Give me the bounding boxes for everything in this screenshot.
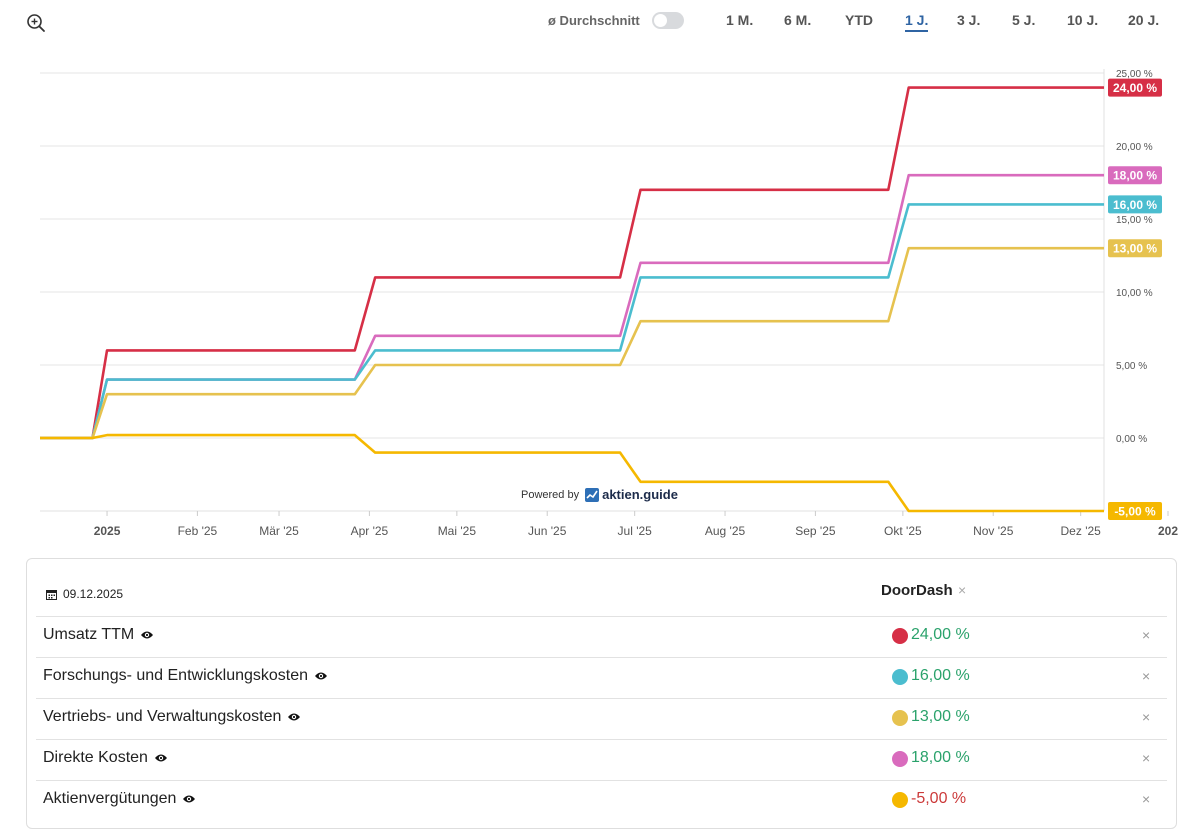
- remove-row-icon[interactable]: ×: [1142, 668, 1151, 684]
- row-label: Vertriebs- und Verwaltungskosten: [43, 708, 301, 726]
- y-tick-label: 25,00 %: [1116, 69, 1153, 80]
- table-date: 09.12.2025: [46, 587, 123, 601]
- y-tick-label: 10,00 %: [1116, 288, 1153, 299]
- x-tick-label: Feb '25: [178, 524, 218, 538]
- series-end-label-bg: [1108, 502, 1162, 520]
- row-label: Forschungs- und Entwicklungskosten: [43, 667, 328, 685]
- series-end-label-bg: [1108, 166, 1162, 185]
- powered-by-text: Powered by: [521, 488, 580, 501]
- row-label-text: Vertriebs- und Verwaltungskosten: [43, 708, 282, 725]
- series-end-label-bg: [1108, 239, 1162, 258]
- row-value: -5,00 %: [911, 790, 967, 807]
- y-tick-label: 20,00 %: [1116, 142, 1153, 153]
- y-tick-label: 15,00 %: [1116, 215, 1153, 226]
- x-tick-label: 202: [1158, 524, 1178, 538]
- row-label: Aktienvergütungen: [43, 790, 196, 808]
- y-tick-label: 0,00 %: [1116, 434, 1147, 445]
- eye-icon[interactable]: [140, 630, 154, 640]
- series-end-label: 24,00 %: [1113, 81, 1157, 95]
- row-value: 13,00 %: [911, 708, 970, 725]
- x-tick-label: Aug '25: [705, 524, 746, 538]
- remove-row-icon[interactable]: ×: [1142, 791, 1151, 807]
- series-end-label-bg: [1108, 195, 1162, 214]
- row-label-text: Umsatz TTM: [43, 626, 135, 643]
- toggle-knob: [653, 13, 667, 27]
- table-header: 09.12.2025 DoorDash ×: [36, 559, 1167, 617]
- range-tab[interactable]: 20 J.: [1128, 12, 1160, 28]
- x-tick-label: Jul '25: [618, 524, 653, 538]
- remove-row-icon[interactable]: ×: [1142, 627, 1151, 643]
- series-end-label: 18,00 %: [1113, 169, 1157, 183]
- eye-icon[interactable]: [154, 753, 168, 763]
- row-label: Direkte Kosten: [43, 749, 168, 767]
- x-tick-label: Dez '25: [1061, 524, 1102, 538]
- x-tick-label: Okt '25: [884, 524, 922, 538]
- powered-by-brand[interactable]: aktien.guide: [602, 487, 678, 502]
- eye-icon[interactable]: [287, 712, 301, 722]
- x-tick-label: Mär '25: [259, 524, 299, 538]
- range-tab[interactable]: 1 J.: [905, 12, 929, 32]
- x-tick-label: Jun '25: [528, 524, 567, 538]
- calendar-icon: [46, 589, 57, 600]
- series-line: [40, 203, 1104, 440]
- table-row: Aktienvergütungen -5,00 % ×: [36, 780, 1167, 821]
- x-tick-label: Nov '25: [973, 524, 1014, 538]
- x-tick-label: Apr '25: [351, 524, 389, 538]
- row-value: 24,00 %: [911, 626, 970, 643]
- table-row: Umsatz TTM 24,00 % ×: [36, 616, 1167, 658]
- series-line: [40, 246, 1104, 440]
- series-line: [40, 86, 1104, 440]
- table-row: Direkte Kosten 18,00 % ×: [36, 739, 1167, 781]
- series-line: [40, 433, 1104, 513]
- aktien-guide-logo-icon: [585, 487, 600, 502]
- series-color-dot: [892, 751, 908, 767]
- zoom-in-icon[interactable]: [26, 13, 46, 33]
- line-chart: 25,00 % 20,00 % 15,00 % 10,00 % 5,00 % 0,00 %…: [40, 69, 1178, 538]
- eye-icon[interactable]: [314, 671, 328, 681]
- average-toggle[interactable]: [651, 11, 684, 29]
- powered-by: Powered by aktien.guide: [521, 487, 678, 502]
- range-tab[interactable]: 3 J.: [957, 12, 981, 28]
- remove-company-icon[interactable]: ×: [958, 582, 967, 598]
- values-table: 09.12.2025 DoorDash × Umsatz TTM 24,00 % ×…: [26, 558, 1177, 829]
- row-label-text: Direkte Kosten: [43, 749, 148, 766]
- y-tick-label: 5,00 %: [1116, 361, 1147, 372]
- range-tab[interactable]: 5 J.: [1012, 12, 1036, 28]
- series-color-dot: [892, 710, 908, 726]
- series-end-label-bg: [1108, 78, 1162, 97]
- row-value: 16,00 %: [911, 667, 970, 684]
- row-label: Umsatz TTM: [43, 626, 154, 644]
- series-line: [40, 173, 1104, 440]
- row-label-text: Aktienvergütungen: [43, 790, 177, 807]
- row-value: 18,00 %: [911, 749, 970, 766]
- series-color-dot: [892, 669, 908, 685]
- date-text: 09.12.2025: [63, 587, 124, 601]
- table-row: Vertriebs- und Verwaltungskosten 13,00 % ×: [36, 698, 1167, 740]
- range-tab[interactable]: 10 J.: [1067, 12, 1099, 28]
- range-tab[interactable]: 6 M.: [784, 12, 812, 28]
- range-tab[interactable]: YTD: [845, 12, 873, 28]
- x-tick-label: 2025: [94, 524, 121, 538]
- chart-toolbar: ø Durchschnitt: [548, 10, 708, 30]
- company-name: DoorDash: [881, 582, 953, 599]
- series-color-dot: [892, 628, 908, 644]
- eye-icon[interactable]: [182, 794, 196, 804]
- series-color-dot: [892, 792, 908, 808]
- series-end-label: 13,00 %: [1113, 242, 1157, 256]
- x-tick-label: Sep '25: [795, 524, 836, 538]
- table-row: Forschungs- und Entwicklungskosten 16,00 …: [36, 657, 1167, 699]
- remove-row-icon[interactable]: ×: [1142, 750, 1151, 766]
- remove-row-icon[interactable]: ×: [1142, 709, 1151, 725]
- series-end-label: 16,00 %: [1113, 198, 1157, 212]
- average-label: ø Durchschnitt: [548, 12, 640, 28]
- series-end-label: -5,00 %: [1114, 505, 1156, 519]
- range-tab[interactable]: 1 M.: [726, 12, 754, 28]
- row-label-text: Forschungs- und Entwicklungskosten: [43, 667, 309, 684]
- x-tick-label: Mai '25: [438, 524, 477, 538]
